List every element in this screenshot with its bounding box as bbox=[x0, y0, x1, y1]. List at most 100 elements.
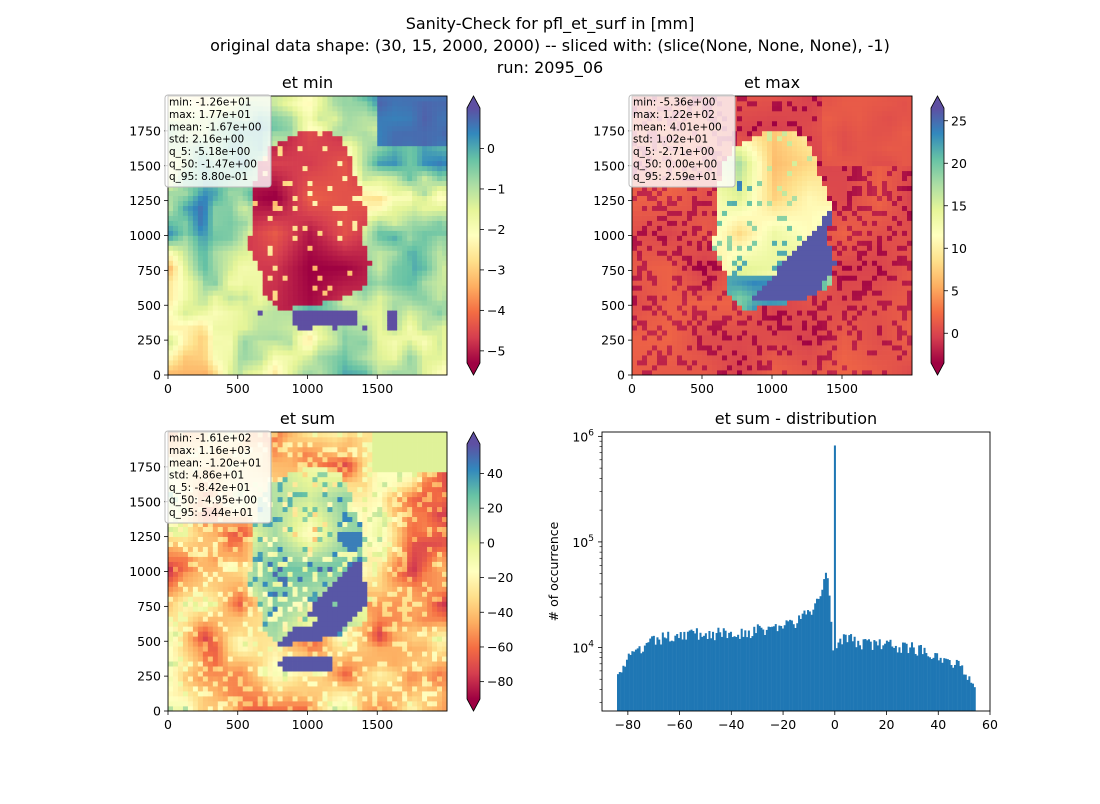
heatmap-cell bbox=[792, 355, 797, 360]
heatmap-cell bbox=[757, 335, 762, 340]
heatmap-cell bbox=[357, 305, 362, 310]
heatmap-cell bbox=[263, 201, 268, 206]
heatmap-cell bbox=[273, 106, 278, 111]
heatmap-cell bbox=[687, 201, 692, 206]
heatmap-cell bbox=[767, 335, 772, 340]
heatmap-cell bbox=[228, 270, 233, 275]
heatmap-cell bbox=[747, 211, 752, 216]
heatmap-cell bbox=[193, 240, 198, 245]
heatmap-cell bbox=[757, 265, 762, 270]
heatmap-cell bbox=[312, 310, 317, 315]
heatmap-cell bbox=[407, 305, 412, 310]
heatmap-cell bbox=[387, 121, 392, 126]
heatmap-cell bbox=[742, 255, 747, 260]
heatmap-cell bbox=[632, 240, 637, 245]
heatmap-cell bbox=[278, 166, 283, 171]
heatmap-cell bbox=[412, 191, 417, 196]
heatmap-cell bbox=[722, 236, 727, 241]
heatmap-cell bbox=[377, 151, 382, 156]
heatmap-cell bbox=[672, 201, 677, 206]
heatmap-cell bbox=[727, 365, 732, 370]
heatmap-cell bbox=[747, 270, 752, 275]
heatmap-cell bbox=[263, 270, 268, 275]
heatmap-cell bbox=[203, 275, 208, 280]
heatmap-cell bbox=[367, 156, 372, 161]
heatmap-cell bbox=[387, 116, 392, 121]
heatmap-cell bbox=[647, 310, 652, 315]
heatmap-cell bbox=[283, 345, 288, 350]
heatmap-cell bbox=[268, 310, 273, 315]
heatmap-cell bbox=[312, 221, 317, 226]
heatmap-cell bbox=[377, 171, 382, 176]
heatmap-cell bbox=[317, 101, 322, 106]
heatmap-cell bbox=[298, 226, 303, 231]
heatmap-cell bbox=[248, 236, 253, 241]
heatmap-cell bbox=[183, 226, 188, 231]
heatmap-cell bbox=[682, 335, 687, 340]
heatmap-cell bbox=[402, 201, 407, 206]
heatmap-cell bbox=[337, 310, 342, 315]
heatmap-cell bbox=[223, 191, 228, 196]
heatmap-cell bbox=[422, 300, 427, 305]
heatmap-cell bbox=[253, 240, 258, 245]
heatmap-cell bbox=[697, 295, 702, 300]
heatmap-cell bbox=[283, 156, 288, 161]
heatmap-cell bbox=[432, 161, 437, 166]
heatmap-cell bbox=[372, 345, 377, 350]
heatmap-cell bbox=[327, 360, 332, 365]
heatmap-cell bbox=[392, 365, 397, 370]
heatmap-cell bbox=[737, 151, 742, 156]
heatmap-cell bbox=[787, 270, 792, 275]
heatmap-cell bbox=[337, 290, 342, 295]
heatmap-cell bbox=[742, 236, 747, 241]
heatmap-cell bbox=[188, 221, 193, 226]
heatmap-cell bbox=[283, 280, 288, 285]
heatmap-cell bbox=[183, 231, 188, 236]
heatmap-cell bbox=[737, 305, 742, 310]
heatmap-cell bbox=[782, 121, 787, 126]
heatmap-cell bbox=[273, 216, 278, 221]
heatmap-cell bbox=[208, 250, 213, 255]
heatmap-cell bbox=[762, 231, 767, 236]
heatmap-cell bbox=[652, 236, 657, 241]
heatmap-cell bbox=[173, 310, 178, 315]
heatmap-cell bbox=[327, 206, 332, 211]
heatmap-cell bbox=[667, 300, 672, 305]
heatmap-cell bbox=[397, 191, 402, 196]
heatmap-cell bbox=[223, 216, 228, 221]
heatmap-cell bbox=[687, 216, 692, 221]
heatmap-cell bbox=[337, 141, 342, 146]
heatmap-cell bbox=[357, 121, 362, 126]
heatmap-cell bbox=[278, 231, 283, 236]
heatmap-cell bbox=[397, 265, 402, 270]
heatmap-cell bbox=[283, 295, 288, 300]
heatmap-cell bbox=[782, 325, 787, 330]
heatmap-cell bbox=[387, 290, 392, 295]
heatmap-cell bbox=[377, 315, 382, 320]
heatmap-cell bbox=[198, 255, 203, 260]
heatmap-cell bbox=[722, 191, 727, 196]
heatmap-cell bbox=[722, 365, 727, 370]
heatmap-cell bbox=[253, 231, 258, 236]
heatmap-cell bbox=[392, 186, 397, 191]
heatmap-cell bbox=[173, 330, 178, 335]
heatmap-cell bbox=[697, 360, 702, 365]
heatmap-cell bbox=[417, 360, 422, 365]
heatmap-cell bbox=[712, 226, 717, 231]
heatmap-cell bbox=[737, 106, 742, 111]
heatmap-cell bbox=[288, 240, 293, 245]
heatmap-cell bbox=[312, 101, 317, 106]
heatmap-cell bbox=[238, 211, 243, 216]
heatmap-cell bbox=[382, 156, 387, 161]
heatmap-cell bbox=[382, 121, 387, 126]
heatmap-cell bbox=[347, 226, 352, 231]
heatmap-cell bbox=[293, 121, 298, 126]
heatmap-cell bbox=[737, 116, 742, 121]
heatmap-cell bbox=[203, 325, 208, 330]
heatmap-cell bbox=[337, 315, 342, 320]
heatmap-cell bbox=[317, 141, 322, 146]
heatmap-cell bbox=[372, 191, 377, 196]
heatmap-cell bbox=[777, 270, 782, 275]
heatmap-cell bbox=[208, 315, 213, 320]
heatmap-cell bbox=[387, 176, 392, 181]
